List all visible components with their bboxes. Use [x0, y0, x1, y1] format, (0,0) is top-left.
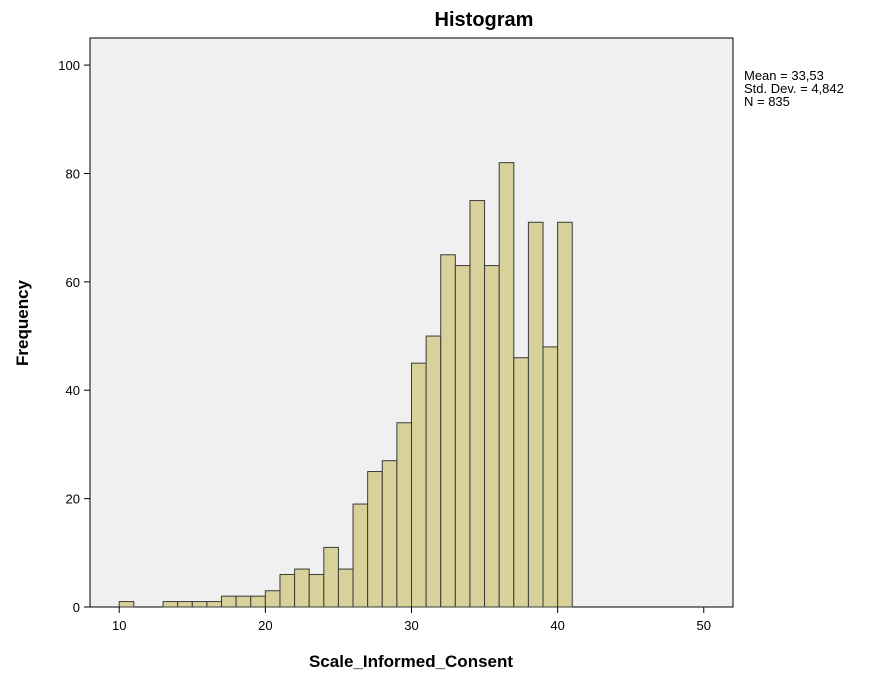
- x-axis: 10 20 30 40 50: [112, 607, 711, 633]
- y-axis: 0 20 40 60 80 100: [58, 58, 90, 615]
- histogram-bar: [527, 221, 544, 608]
- histogram-bar: [264, 590, 281, 608]
- histogram-bar: [557, 221, 573, 608]
- x-tick-label: 20: [258, 618, 272, 633]
- stat-line: N = 835: [744, 94, 790, 109]
- y-tick-label: 40: [66, 383, 80, 398]
- stat-line: Mean = 33,53: [744, 68, 824, 83]
- histogram-bar: [206, 601, 223, 608]
- histogram-bar: [221, 595, 237, 608]
- y-tick-label: 60: [66, 275, 80, 290]
- histogram-bar: [308, 573, 325, 608]
- histogram-bar: [440, 254, 456, 608]
- histogram-bar: [367, 471, 383, 608]
- histogram-bar: [191, 601, 208, 608]
- x-tick-label: 30: [404, 618, 418, 633]
- histogram-bar: [381, 460, 398, 608]
- y-axis-title: Frequency: [13, 279, 32, 366]
- y-tick-label: 80: [66, 166, 80, 181]
- bars-group: [118, 162, 573, 608]
- histogram-bar: [498, 162, 515, 608]
- histogram-bar: [484, 265, 500, 608]
- histogram-bar: [352, 503, 369, 608]
- stat-line: Std. Dev. = 4,842: [744, 81, 844, 96]
- x-tick-label: 10: [112, 618, 126, 633]
- histogram-bar: [542, 346, 559, 608]
- histogram-bar: [469, 200, 486, 608]
- histogram-bar: [177, 601, 193, 608]
- histogram-bar: [118, 601, 135, 608]
- x-tick-label: 40: [550, 618, 564, 633]
- histogram-bar: [454, 265, 471, 608]
- histogram-bar: [337, 568, 354, 608]
- histogram-bar: [425, 335, 442, 608]
- histogram-bar: [279, 573, 296, 608]
- x-axis-title: Scale_Informed_Consent: [309, 652, 513, 671]
- histogram-bar: [250, 595, 266, 608]
- y-tick-label: 0: [73, 600, 80, 615]
- histogram-bar: [235, 595, 252, 608]
- x-tick-label: 50: [697, 618, 711, 633]
- chart-title: Histogram: [435, 9, 534, 31]
- y-tick-label: 20: [66, 492, 80, 507]
- histogram-bar: [396, 422, 412, 608]
- histogram-bar: [411, 362, 427, 608]
- y-tick-label: 100: [58, 58, 80, 73]
- histogram-bar: [294, 568, 310, 608]
- histogram-bar: [323, 546, 339, 608]
- histogram-bar: [513, 357, 529, 608]
- histogram-bar: [162, 601, 179, 608]
